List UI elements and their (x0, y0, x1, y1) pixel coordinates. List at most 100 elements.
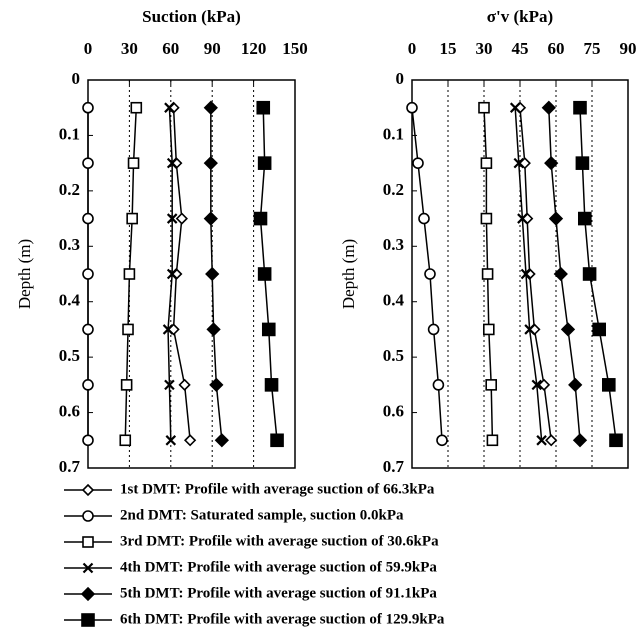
marker (509, 102, 521, 113)
marker (206, 322, 221, 337)
marker (123, 268, 136, 280)
marker (203, 156, 218, 171)
y-tick-label: 0.3 (383, 235, 404, 254)
x-tick-label: 150 (282, 39, 308, 58)
marker (609, 433, 623, 448)
y-tick-label: 0.1 (59, 124, 80, 143)
legend-marker (81, 483, 95, 497)
legend-marker (82, 562, 94, 574)
marker (424, 268, 436, 280)
marker (256, 100, 271, 115)
x-tick-label: 30 (121, 39, 138, 58)
marker (531, 379, 543, 391)
y-tick-label: 0.2 (383, 180, 404, 199)
marker (548, 211, 564, 226)
marker (164, 379, 175, 391)
marker (166, 157, 178, 169)
marker (577, 211, 592, 226)
legend-label: 1st DMT: Profile with average suction of… (120, 481, 435, 497)
x-tick-label: 45 (512, 39, 529, 58)
x-tick-label: 60 (162, 39, 179, 58)
x-tick-label: 60 (548, 39, 565, 58)
marker (544, 156, 559, 171)
x-tick-label: 75 (584, 39, 601, 58)
y-tick-label: 0.5 (59, 346, 80, 365)
y-tick-label: 0.4 (383, 291, 405, 310)
legend-marker (81, 613, 95, 627)
x-tick-label: 90 (620, 39, 637, 58)
legend-label: 2nd DMT: Saturated sample, suction 0.0kP… (120, 507, 404, 523)
y-tick-label: 0.5 (383, 346, 404, 365)
marker (536, 435, 547, 446)
marker (120, 379, 133, 391)
marker (592, 322, 607, 337)
legend-label: 5th DMT: Profile with average suction of… (120, 585, 437, 601)
marker (520, 268, 532, 280)
legend-label: 4th DMT: Profile with average suction of… (120, 559, 437, 575)
marker (127, 157, 140, 169)
marker (253, 211, 268, 226)
marker (82, 268, 94, 280)
y-tick-label: 0.2 (59, 180, 80, 199)
marker (82, 101, 94, 114)
plot-frame (411, 79, 629, 469)
marker (560, 322, 576, 337)
marker (130, 101, 143, 114)
marker (582, 267, 597, 281)
y-tick-label: 0 (72, 69, 81, 88)
marker (264, 378, 279, 392)
marker (257, 267, 272, 281)
x-tick-label: 30 (476, 39, 493, 58)
marker (541, 100, 556, 115)
marker (601, 378, 616, 392)
legend-label: 6th DMT: Profile with average suction of… (120, 611, 445, 627)
marker (166, 268, 178, 280)
x-tick-label: 0 (408, 39, 417, 58)
marker (537, 378, 551, 391)
marker (436, 434, 448, 447)
y-axis-title: Depth (m) (339, 239, 358, 309)
marker (517, 213, 528, 224)
y-axis-title: Depth (m) (15, 239, 34, 309)
marker (418, 212, 430, 225)
marker (480, 157, 493, 169)
y-tick-label: 0.1 (383, 124, 404, 143)
marker (553, 266, 568, 282)
marker (524, 324, 535, 335)
x-tick-label: 120 (241, 39, 267, 58)
y-tick-label: 0.7 (383, 457, 405, 476)
legend-marker (80, 586, 96, 602)
marker (481, 268, 494, 280)
legend-marker (82, 536, 94, 548)
marker (205, 266, 220, 282)
x-axis-title: Suction (kPa) (142, 7, 241, 26)
y-tick-label: 0.4 (59, 291, 81, 310)
marker (427, 323, 440, 336)
marker (485, 379, 498, 391)
marker (568, 377, 583, 392)
marker (166, 213, 178, 224)
marker (164, 102, 175, 113)
marker (82, 157, 94, 169)
marker (82, 434, 94, 447)
marker (162, 324, 174, 335)
marker (214, 433, 229, 448)
marker (122, 323, 134, 336)
marker (432, 379, 445, 391)
y-tick-label: 0.6 (383, 401, 404, 420)
marker (183, 434, 197, 447)
marker (82, 212, 94, 225)
marker (261, 322, 276, 337)
marker (575, 156, 590, 170)
x-tick-label: 90 (204, 39, 221, 58)
y-tick-label: 0.7 (59, 457, 81, 476)
marker (82, 323, 94, 336)
y-tick-label: 0 (396, 69, 405, 88)
marker (209, 377, 224, 392)
x-tick-label: 15 (440, 39, 457, 58)
marker (482, 323, 495, 336)
marker (545, 434, 558, 447)
marker (572, 433, 588, 448)
marker (178, 378, 191, 391)
